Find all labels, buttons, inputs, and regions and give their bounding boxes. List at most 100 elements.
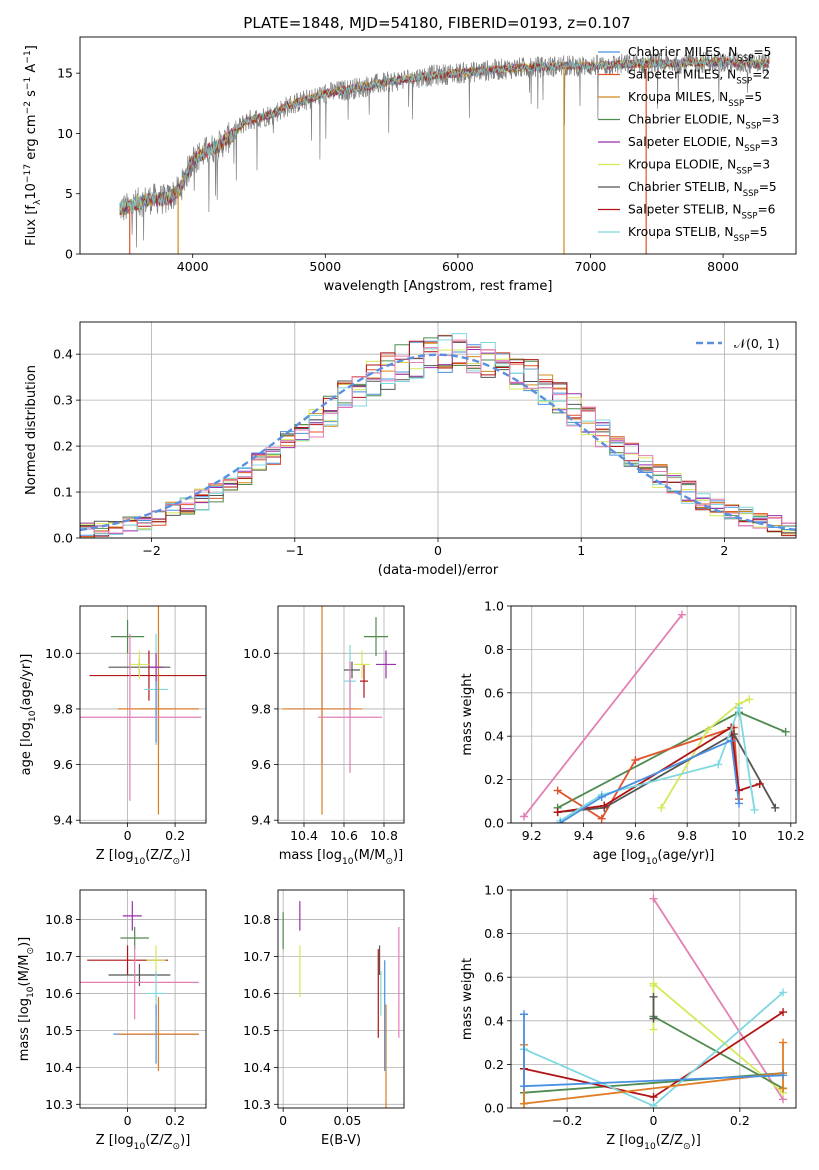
legend-label: Chabrier MILES, NSSP=5 xyxy=(628,45,771,64)
x-tick-label: 1 xyxy=(577,543,585,558)
errorbar-point xyxy=(364,617,388,657)
errorbar-point xyxy=(146,945,166,975)
weight-series-line xyxy=(519,1071,788,1091)
x-tick-label: 10.6 xyxy=(330,828,358,843)
weight-marker xyxy=(771,803,780,812)
weight-marker xyxy=(631,756,640,765)
legend-label: Salpeter MILES, NSSP=2 xyxy=(628,68,770,87)
y-tick-label: 0.6 xyxy=(484,685,504,700)
y-tick-label: 0 xyxy=(65,247,73,262)
residual-histogram-step xyxy=(80,339,796,534)
legend-label: Kroupa ELODIE, NSSP=3 xyxy=(628,158,770,177)
weight-series-line xyxy=(649,992,658,1023)
errorbar-point xyxy=(318,661,382,773)
weight-marker xyxy=(755,779,764,788)
x-axis-label: Z [log10(Z/Z⊙)] xyxy=(606,1133,701,1152)
weight-marker xyxy=(553,786,562,795)
legend-label: Salpeter ELODIE, NSSP=3 xyxy=(628,135,778,154)
x-tick-label: 0 xyxy=(124,1113,132,1128)
weight-series-line xyxy=(779,1038,788,1093)
x-axis-label: Z [log10(Z/Z⊙)] xyxy=(96,1133,191,1152)
plot-area xyxy=(119,51,770,254)
y-tick-label: 15 xyxy=(57,66,73,81)
x-tick-label: 10.8 xyxy=(370,828,398,843)
x-tick-label: 0 xyxy=(434,543,442,558)
weight-marker xyxy=(649,1101,658,1108)
x-axis-label: Z [log10(Z/Z⊙)] xyxy=(96,848,191,867)
y-tick-label: 10.5 xyxy=(45,1023,73,1038)
legend-label: Chabrier STELIB, NSSP=5 xyxy=(628,180,777,199)
weight-series-line xyxy=(553,708,790,812)
errorbar-point xyxy=(118,997,199,1072)
age-vs-metallicity-panel: 0 0.2 9.4 9.6 9.8 10.0 Z [log10(Z/Z⊙)] age [log… xyxy=(19,605,207,867)
x-tick-label: 7000 xyxy=(575,259,607,274)
residuals-panel: −2 −1 0 1 2 0.0 0.1 0.2 0.3 0.4 (data-model)/error… xyxy=(24,321,797,578)
y-tick-label: 0.2 xyxy=(484,1057,504,1072)
errorbar-point xyxy=(148,653,164,682)
x-tick-label: 2 xyxy=(720,543,728,558)
x-tick-label: 9.2 xyxy=(522,828,542,843)
y-tick-label: 10.4 xyxy=(243,1060,271,1075)
axes-frame xyxy=(79,605,207,824)
y-tick-label: 10.8 xyxy=(243,912,271,927)
x-axis-label: (data-model)/error xyxy=(378,563,499,578)
x-tick-label: 0.2 xyxy=(165,1113,185,1128)
weight-series-line xyxy=(556,736,743,823)
x-tick-label: 9.6 xyxy=(625,828,645,843)
plot-area xyxy=(519,610,790,823)
weight-marker xyxy=(657,803,666,812)
weight-marker xyxy=(649,894,658,903)
weight-marker xyxy=(519,1010,528,1019)
weight-marker xyxy=(519,1099,528,1108)
errorbar-point xyxy=(344,661,360,679)
weight-marker xyxy=(714,760,723,769)
plot-area xyxy=(80,901,199,1072)
x-tick-label: 0.2 xyxy=(165,828,185,843)
weight-marker xyxy=(703,725,712,734)
axes-frame xyxy=(277,889,405,1109)
plot-area xyxy=(80,333,796,538)
errorbar-point xyxy=(110,619,145,654)
x-tick-label: −0.2 xyxy=(552,1113,582,1128)
weight-marker xyxy=(750,805,759,814)
y-axis-label: Normed distribution xyxy=(24,365,39,495)
errorbar-point xyxy=(80,945,199,1020)
x-tick-label: 0.05 xyxy=(334,1113,362,1128)
weight-marker xyxy=(779,1071,788,1080)
residual-histogram-step xyxy=(80,333,796,535)
x-tick-label: 5000 xyxy=(309,259,341,274)
y-tick-label: 0.2 xyxy=(53,439,73,454)
x-axis-label: wavelength [Angstrom, rest frame] xyxy=(324,279,553,294)
errorbar-point xyxy=(360,664,368,698)
axes-frame xyxy=(277,605,405,824)
x-tick-label: 0 xyxy=(279,1113,287,1128)
residual-histogram-step xyxy=(80,340,796,537)
y-tick-label: 9.6 xyxy=(53,757,73,772)
errorbar-point xyxy=(376,650,396,679)
weight-marker xyxy=(735,786,743,795)
weight-vs-metallicity-panel: −0.2 0 0.2 0.0 0.2 0.4 0.6 0.8 1.0 Z [log10(Z/Z⊙)… xyxy=(460,883,797,1152)
y-tick-label: 1.0 xyxy=(484,883,504,898)
y-tick-label: 9.8 xyxy=(251,701,271,716)
figure-title: PLATE=1848, MJD=54180, FIBERID=0193, z=0… xyxy=(243,14,630,32)
axes-frame xyxy=(79,889,207,1109)
y-tick-label: 9.6 xyxy=(251,757,271,772)
axes-frame xyxy=(510,889,797,1109)
axes-frame xyxy=(79,36,797,255)
axes-frame xyxy=(79,321,797,539)
mass-vs-metallicity-panel: 0 0.2 10.3 10.4 10.5 10.6 10.7 10.8 Z [log10(Z/Z… xyxy=(17,889,207,1152)
weight-marker xyxy=(519,1082,528,1091)
weight-marker xyxy=(779,988,788,997)
weight-marker xyxy=(779,1038,788,1047)
weight-marker xyxy=(597,814,606,823)
y-tick-label: 10.3 xyxy=(45,1097,73,1112)
plot-area xyxy=(282,606,396,815)
weight-marker xyxy=(745,695,754,704)
x-tick-label: −2 xyxy=(142,543,160,558)
legend-label: Salpeter STELIB, NSSP=6 xyxy=(628,203,775,222)
errorbar-point xyxy=(129,650,149,679)
y-tick-label: 0.4 xyxy=(484,1013,504,1028)
y-tick-label: 10.6 xyxy=(45,986,73,1001)
legend-label: Kroupa MILES, NSSP=5 xyxy=(628,90,762,109)
weight-marker xyxy=(779,1084,788,1093)
